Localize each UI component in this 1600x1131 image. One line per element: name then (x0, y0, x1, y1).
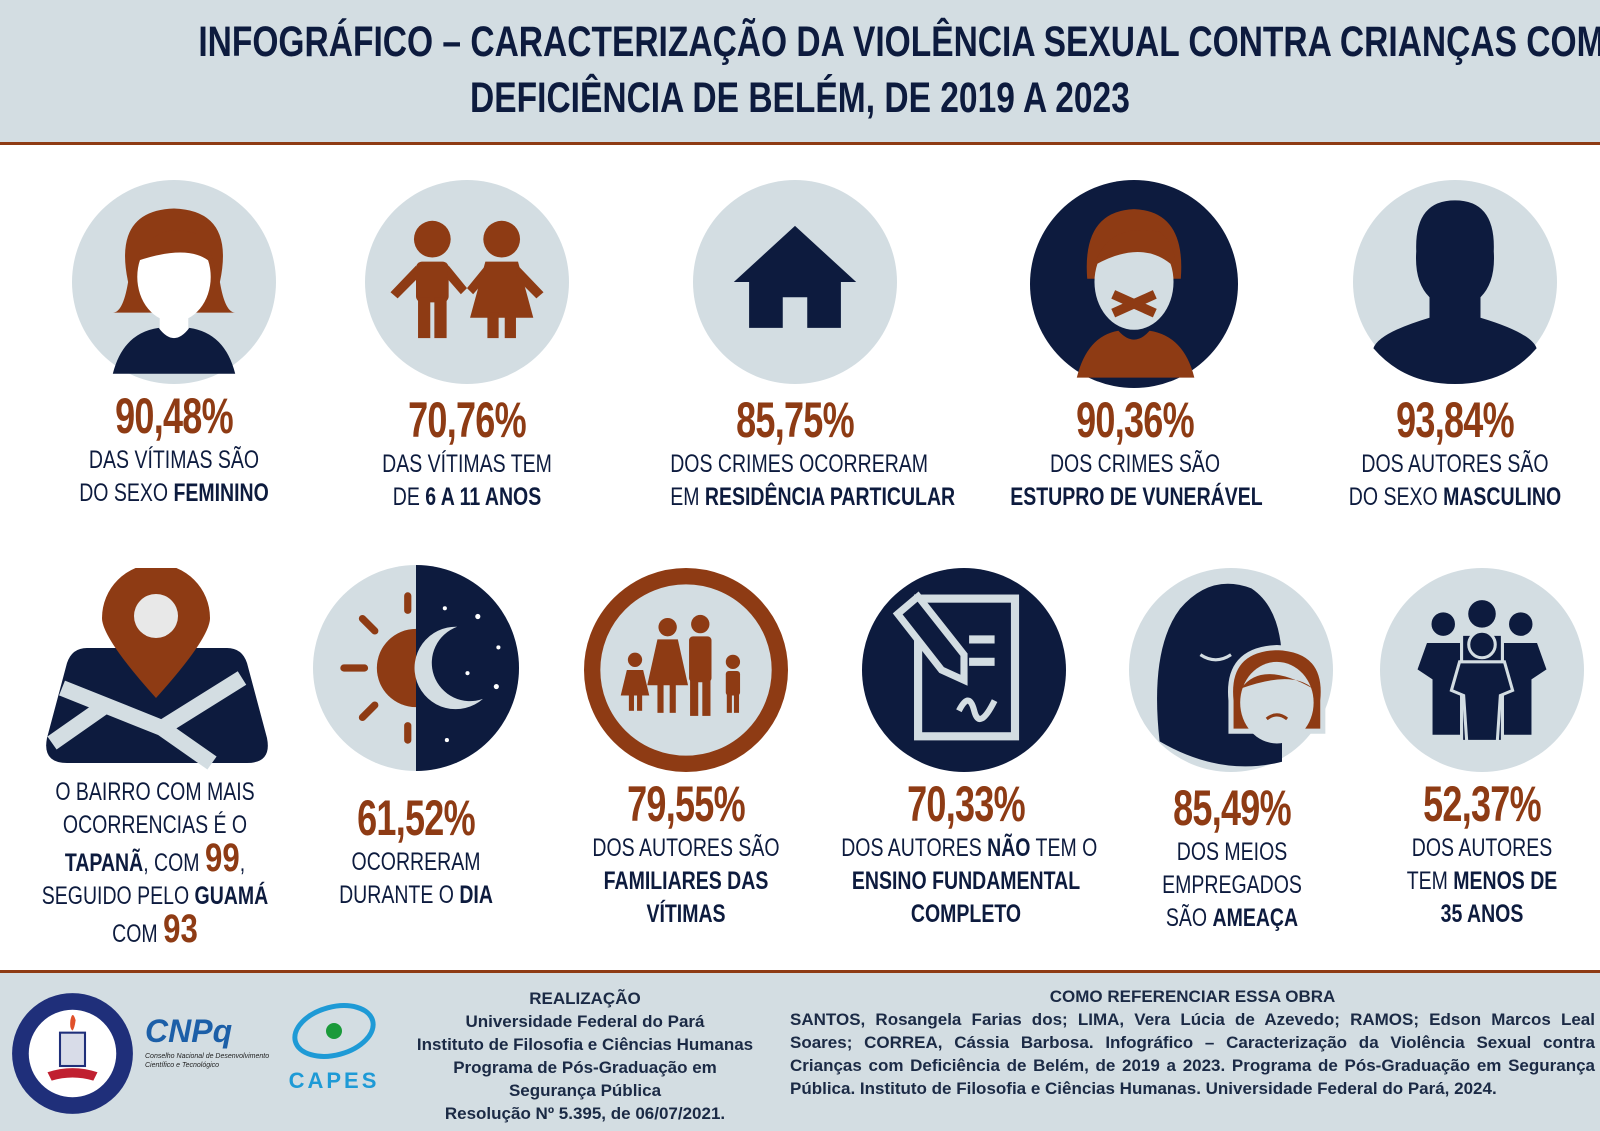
stat-line: FAMILIARES DAS (603, 867, 769, 895)
realizacao-line: Programa de Pós-Graduação em (453, 1058, 717, 1077)
stat-percent: 52,37% (1423, 776, 1542, 832)
stat-percent: 79,55% (627, 776, 746, 832)
woman-icon (72, 180, 276, 384)
house-icon (693, 180, 897, 384)
stat-line: TEM MENOS DE (1406, 867, 1558, 895)
stat-line: SEGUIDO PELO GUAMÁ (41, 882, 269, 910)
stat-line: DAS VÍTIMAS TEM (382, 450, 552, 478)
stat-line: DOS AUTORES NÃO TEM O (841, 834, 1098, 862)
stat-line: ENSINO FUNDAMENTAL (851, 867, 1081, 895)
stat-line: DOS CRIMES OCORRERAM (670, 450, 929, 478)
reference-title: COMO REFERENCIAR ESSA OBRA (1049, 987, 1336, 1006)
stat-percent: 70,76% (408, 392, 527, 448)
stat-author-age: 52,37% DOS AUTORES TEM MENOS DE 35 ANOS (1322, 776, 1600, 931)
stat-line: TAPANÃ, COM 99, (64, 836, 246, 880)
threat-icon (1129, 568, 1333, 772)
stat-line: DO SEXO FEMININO (79, 479, 269, 507)
stat-line: DOS AUTORES SÃO (1361, 450, 1549, 478)
stat-line: EMPREGADOS (1162, 871, 1302, 899)
stat-line: DOS CRIMES SÃO (1049, 450, 1221, 478)
stat-line: DAS VÍTIMAS SÃO (88, 446, 260, 474)
stat-neighborhood: O BAIRRO COM MAIS OCORRENCIAS É O TAPANÃ… (0, 776, 315, 951)
stat-crime-type: 90,36% DOS CRIMES SÃO ESTUPRO DE VUNERÁV… (975, 392, 1295, 514)
stat-line: 35 ANOS (1440, 900, 1524, 928)
realizacao-block: REALIZAÇÃO Universidade Federal do Pará … (395, 987, 775, 1125)
stat-victim-age: 70,76% DAS VÍTIMAS TEM DE 6 A 11 ANOS (307, 392, 627, 514)
footer: CNPq Conselho Nacional de Desenvolviment… (0, 970, 1600, 1131)
stat-line: OCORRERAM (351, 848, 481, 876)
stat-percent: 85,75% (736, 392, 855, 448)
realizacao-line: Universidade Federal do Pará (465, 1012, 705, 1031)
capes-orbit-icon (292, 1003, 376, 1059)
stat-line: ESTUPRO DE VUNERÁVEL (1010, 483, 1263, 511)
gagged-child-icon (1030, 180, 1238, 388)
map-pin-icon (46, 568, 268, 770)
stat-line: DO SEXO MASCULINO (1348, 483, 1562, 511)
stat-line: SÃO AMEAÇA (1165, 904, 1299, 932)
stat-line: VÍTIMAS (646, 900, 726, 928)
header: INFOGRÁFICO – CARACTERIZAÇÃO DA VIOLÊNCI… (0, 0, 1600, 145)
stat-percent: 85,49% (1173, 780, 1292, 836)
title-line-1: INFOGRÁFICO – CARACTERIZAÇÃO DA VIOLÊNCI… (198, 18, 1600, 66)
stat-percent: 61,52% (357, 790, 476, 846)
stat-percent: 70,33% (907, 776, 1026, 832)
stat-line: DURANTE O DIA (339, 881, 493, 909)
realizacao-line: Segurança Pública (508, 1081, 662, 1100)
stat-line: O BAIRRO COM MAIS (55, 778, 255, 806)
stat-means-threat: 85,49% DOS MEIOS EMPREGADOS SÃO AMEAÇA (1072, 780, 1392, 935)
realizacao-title: REALIZAÇÃO (529, 989, 641, 1008)
group-people-icon (1380, 568, 1584, 772)
ufpa-ppgsp-logo (12, 993, 133, 1114)
stat-percent: 90,48% (115, 388, 234, 444)
children-icon (365, 180, 569, 384)
stat-time-of-day: 61,52% OCORRERAM DURANTE O DIA (256, 790, 576, 912)
stat-line: DE 6 A 11 ANOS (392, 483, 542, 511)
stat-line: COMPLETO (910, 900, 1022, 928)
realizacao-line: Instituto de Filosofia e Ciências Humana… (416, 1035, 754, 1054)
document-pen-icon (862, 568, 1066, 772)
stat-line: EM RESIDÊNCIA PARTICULAR (670, 483, 956, 511)
day-night-icon (313, 565, 519, 771)
family-icon (584, 568, 788, 772)
stat-line: OCORRENCIAS É O (62, 811, 248, 839)
stat-line: DOS AUTORES (1411, 834, 1553, 862)
cnpq-logo: CNPq Conselho Nacional de Desenvolviment… (145, 1013, 270, 1069)
stat-victim-sex: 90,48% DAS VÍTIMAS SÃO DO SEXO FEMININO (14, 388, 334, 510)
stat-education: 70,33% DOS AUTORES NÃO TEM O ENSINO FUND… (806, 776, 1126, 931)
realizacao-line: Resolução Nº 5.395, de 06/07/2021. (444, 1104, 726, 1123)
reference-block: COMO REFERENCIAR ESSA OBRA SANTOS, Rosan… (790, 985, 1595, 1100)
capes-logo: CAPES (284, 993, 384, 1094)
stat-line: DOS AUTORES SÃO (592, 834, 780, 862)
reference-text: SANTOS, Rosangela Farias dos; LIMA, Vera… (790, 1010, 1595, 1098)
title-line-2: DEFICIÊNCIA DE BELÉM, DE 2019 A 2023 (470, 74, 1130, 122)
stat-line: COM 93 (112, 907, 198, 951)
man-silhouette-icon (1353, 180, 1557, 384)
stat-line: DOS MEIOS (1176, 838, 1288, 866)
stat-percent: 90,36% (1076, 392, 1195, 448)
stat-percent: 93,84% (1396, 392, 1515, 448)
stat-crime-location: 85,75% DOS CRIMES OCORRERAM EM RESIDÊNCI… (635, 392, 955, 514)
stat-family-authors: 79,55% DOS AUTORES SÃO FAMILIARES DAS VÍ… (526, 776, 846, 931)
stat-author-sex: 93,84% DOS AUTORES SÃO DO SEXO MASCULINO (1295, 392, 1600, 514)
